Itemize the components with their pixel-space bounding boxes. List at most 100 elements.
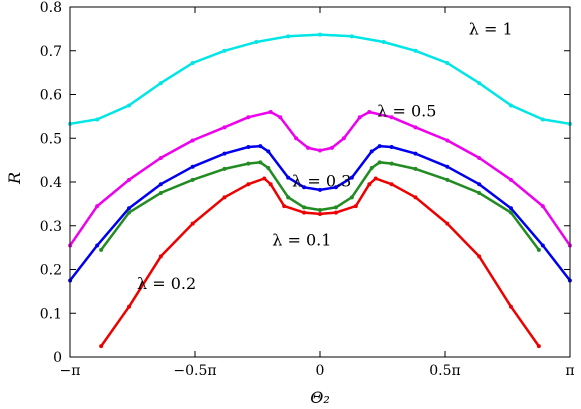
- data-point: [302, 210, 307, 215]
- data-point: [246, 182, 251, 187]
- data-point: [333, 185, 338, 190]
- y-tick-label: 0.5: [40, 131, 62, 147]
- data-point: [294, 136, 299, 141]
- data-point: [389, 145, 394, 149]
- data-point: [369, 149, 374, 154]
- data-point: [477, 182, 482, 187]
- y-axis-title: R: [5, 172, 24, 185]
- data-point: [318, 148, 322, 153]
- data-point: [302, 185, 307, 190]
- data-point: [127, 177, 132, 182]
- y-tick-label: 0.3: [40, 219, 62, 235]
- annotations: λ = 1 λ = 0.5 λ = 0.3 λ = 0.1 λ = 0.2: [137, 20, 513, 294]
- data-point: [353, 204, 358, 209]
- x-tick-label: −0.5π: [173, 363, 216, 379]
- data-point: [445, 177, 450, 182]
- series-line: [69, 33, 571, 126]
- data-point: [369, 166, 374, 170]
- data-point: [413, 195, 418, 200]
- data-point: [158, 155, 163, 160]
- data-point: [477, 254, 482, 259]
- data-point: [536, 247, 541, 252]
- ticks: −π −0.5π 0 0.5π π 0 0.1 0.2 0.3 0.4 0.5 0.6 0.7 0.8: [40, 0, 575, 379]
- series-annotation: λ = 0.5: [377, 101, 436, 120]
- data-point: [413, 125, 418, 130]
- x-tick-label: π: [565, 363, 574, 379]
- x-tick-label: 0: [316, 363, 325, 379]
- data-point: [333, 210, 338, 215]
- data-point: [477, 81, 482, 86]
- data-point: [508, 304, 513, 309]
- y-tick-label: 0.8: [40, 0, 62, 16]
- data-point: [286, 175, 291, 180]
- data-point: [246, 115, 251, 120]
- data-point: [445, 221, 450, 226]
- data-point: [266, 166, 271, 170]
- data-point: [318, 187, 322, 192]
- data-point: [190, 164, 195, 169]
- data-point: [99, 344, 104, 349]
- data-point: [445, 61, 450, 65]
- data-point: [222, 151, 227, 156]
- y-tick-label: 0.4: [40, 175, 62, 191]
- data-point: [99, 247, 104, 252]
- data-point: [262, 176, 267, 181]
- data-point: [508, 206, 513, 211]
- series-annotation: λ = 0.1: [272, 230, 331, 249]
- data-point: [329, 145, 334, 150]
- data-point: [258, 160, 263, 165]
- data-point: [282, 204, 287, 209]
- data-point: [381, 40, 386, 44]
- data-point: [413, 151, 418, 156]
- data-point: [349, 175, 354, 180]
- series-annotation: λ = 0.2: [137, 274, 196, 293]
- y-tick-label: 0: [53, 350, 62, 366]
- data-point: [268, 110, 273, 114]
- data-point: [508, 177, 513, 182]
- data-point: [540, 204, 545, 209]
- data-point: [190, 61, 195, 65]
- data-point: [349, 195, 354, 200]
- y-tick-label: 0.2: [40, 263, 62, 279]
- data-point: [477, 190, 482, 195]
- data-point: [367, 182, 372, 187]
- y-tick-label: 0.1: [40, 306, 62, 322]
- data-point: [540, 243, 545, 248]
- data-point: [254, 40, 259, 44]
- data-point: [302, 205, 307, 210]
- data-point: [445, 138, 450, 143]
- data-point: [127, 103, 132, 108]
- data-point: [540, 117, 545, 122]
- x-axis-title: Θ₂: [310, 388, 330, 407]
- series-annotation: λ = 1: [469, 20, 513, 39]
- data-point: [95, 204, 100, 209]
- data-point: [95, 243, 100, 248]
- data-point: [127, 206, 132, 211]
- curves: [68, 32, 572, 349]
- data-point: [222, 48, 227, 53]
- series-annotation: λ = 0.3: [292, 171, 351, 190]
- data-point: [258, 144, 263, 149]
- data-point: [246, 145, 251, 149]
- data-point: [377, 160, 382, 165]
- data-point: [222, 195, 227, 200]
- data-point: [389, 161, 394, 166]
- data-point: [286, 34, 291, 39]
- data-point: [318, 211, 322, 216]
- data-point: [246, 161, 251, 166]
- data-point: [158, 254, 163, 259]
- data-point: [367, 110, 372, 114]
- data-point: [333, 205, 338, 210]
- data-point: [318, 208, 322, 212]
- data-point: [377, 144, 382, 149]
- data-point: [127, 304, 132, 309]
- y-tick-label: 0.7: [40, 44, 62, 60]
- data-point: [190, 177, 195, 182]
- data-point: [306, 145, 311, 150]
- data-point: [508, 103, 513, 108]
- x-tick-label: −π: [60, 363, 81, 379]
- data-point: [357, 115, 362, 120]
- data-point: [389, 115, 394, 120]
- data-point: [127, 210, 132, 215]
- data-point: [95, 117, 100, 122]
